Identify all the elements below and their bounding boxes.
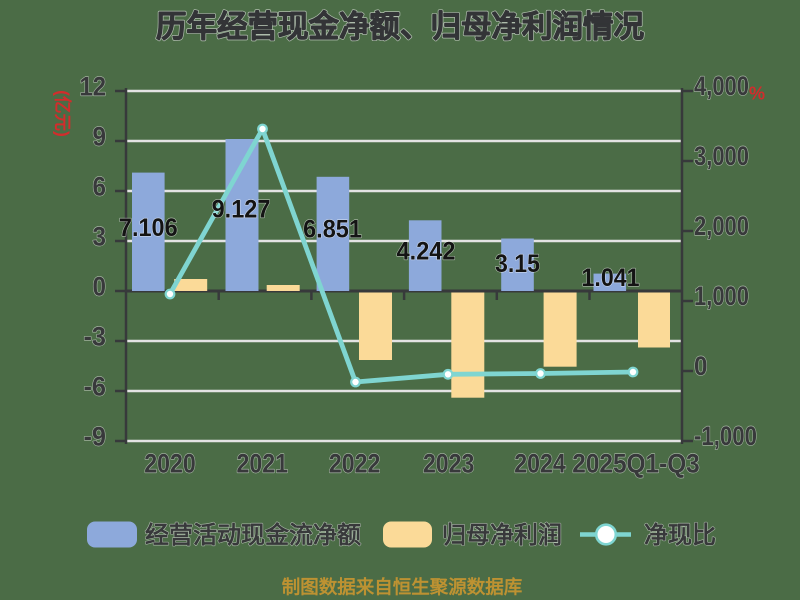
svg-text:2021: 2021 [237, 449, 289, 479]
svg-text:2024: 2024 [514, 449, 566, 479]
svg-text:2023: 2023 [423, 449, 475, 479]
svg-text:9: 9 [93, 122, 107, 152]
svg-text:-6: -6 [84, 372, 107, 402]
svg-text:2,000: 2,000 [694, 211, 749, 241]
svg-text:%: % [749, 84, 765, 104]
svg-text:4,000: 4,000 [694, 71, 749, 101]
svg-text:2025Q1-Q3: 2025Q1-Q3 [572, 449, 700, 479]
svg-text:0: 0 [93, 272, 107, 302]
svg-text:6.851: 6.851 [303, 216, 362, 244]
svg-text:-1,000: -1,000 [694, 421, 757, 451]
svg-text:制图数据来自恒生聚源数据库: 制图数据来自恒生聚源数据库 [282, 577, 523, 598]
svg-text:9.127: 9.127 [212, 196, 271, 224]
svg-text:7.106: 7.106 [119, 214, 178, 242]
svg-text:经营活动现金流净额: 经营活动现金流净额 [145, 521, 361, 549]
svg-text:2020: 2020 [144, 449, 196, 479]
svg-text:4.242: 4.242 [397, 238, 456, 266]
svg-text:净现比: 净现比 [644, 521, 716, 549]
svg-text:0: 0 [694, 351, 708, 381]
svg-text:3: 3 [93, 222, 107, 252]
svg-text:历年经营现金净额、归母净利润情况: 历年经营现金净额、归母净利润情况 [156, 9, 644, 44]
svg-text:-9: -9 [84, 422, 107, 452]
svg-text:3,000: 3,000 [694, 141, 749, 171]
svg-text:(亿元): (亿元) [53, 90, 73, 137]
svg-text:-3: -3 [84, 322, 107, 352]
svg-text:历年经营现金净额、归母净利润情况: 历年经营现金净额、归母净利润情况 [156, 9, 644, 44]
svg-text:归母净利润: 归母净利润 [442, 521, 562, 549]
svg-text:2022: 2022 [329, 449, 381, 479]
svg-text:12: 12 [80, 72, 107, 102]
svg-text:1.041: 1.041 [582, 264, 640, 292]
svg-text:3.15: 3.15 [495, 250, 540, 278]
svg-text:1,000: 1,000 [694, 281, 749, 311]
svg-text:6: 6 [93, 172, 107, 202]
